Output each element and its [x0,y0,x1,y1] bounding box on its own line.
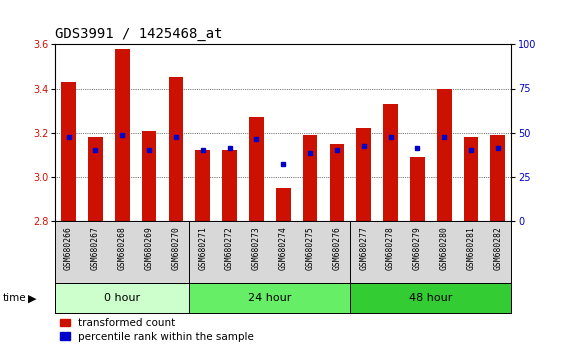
Bar [88,137,103,221]
Text: GSM680275: GSM680275 [306,226,314,270]
Text: time: time [3,293,27,303]
Text: GSM680281: GSM680281 [467,226,475,270]
Text: GSM680274: GSM680274 [279,226,288,270]
Text: GSM680267: GSM680267 [91,226,100,270]
Text: GSM680279: GSM680279 [413,226,422,270]
Bar [189,283,350,313]
Text: GSM680282: GSM680282 [493,226,503,270]
Bar [490,135,505,221]
Bar [142,131,156,221]
Bar [168,78,183,221]
Text: GSM680278: GSM680278 [386,226,395,270]
Text: GSM680271: GSM680271 [198,226,207,270]
Legend: transformed count, percentile rank within the sample: transformed count, percentile rank withi… [60,319,254,342]
Bar [383,104,398,221]
Bar [222,150,237,221]
Bar [350,283,511,313]
Bar [356,128,371,221]
Text: GSM680273: GSM680273 [252,226,261,270]
Text: GSM680269: GSM680269 [145,226,153,270]
Bar [195,150,210,221]
Bar [276,188,290,221]
Bar [410,157,425,221]
Text: GDS3991 / 1425468_at: GDS3991 / 1425468_at [55,27,223,41]
Text: GSM680280: GSM680280 [440,226,449,270]
Bar [303,135,317,221]
Text: 48 hour: 48 hour [409,293,453,303]
Text: GSM680276: GSM680276 [332,226,342,270]
Bar [464,137,478,221]
Bar [61,82,76,221]
Bar [115,49,130,221]
Text: GSM680270: GSM680270 [171,226,181,270]
Text: GSM680272: GSM680272 [225,226,234,270]
Text: 0 hour: 0 hour [104,293,141,303]
Bar [329,144,345,221]
Bar [249,117,264,221]
Bar [437,88,451,221]
Bar [55,283,189,313]
Text: GSM680277: GSM680277 [359,226,368,270]
Text: GSM680266: GSM680266 [64,226,73,270]
Text: 24 hour: 24 hour [248,293,292,303]
Text: GSM680268: GSM680268 [118,226,127,270]
Text: ▶: ▶ [28,293,37,303]
